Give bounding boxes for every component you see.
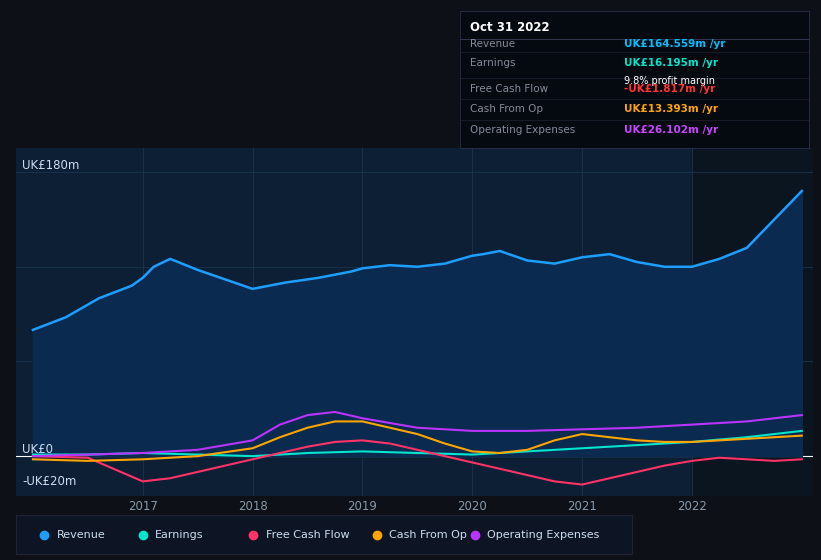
Text: 2018: 2018 — [238, 500, 268, 512]
Text: Oct 31 2022: Oct 31 2022 — [470, 21, 550, 34]
Text: UK£180m: UK£180m — [22, 159, 80, 172]
Text: UK£26.102m /yr: UK£26.102m /yr — [624, 125, 718, 135]
Text: UK£13.393m /yr: UK£13.393m /yr — [624, 105, 718, 114]
Text: UK£164.559m /yr: UK£164.559m /yr — [624, 39, 725, 49]
Text: Free Cash Flow: Free Cash Flow — [470, 84, 548, 94]
Text: -UK£20m: -UK£20m — [22, 475, 76, 488]
Text: Operating Expenses: Operating Expenses — [470, 125, 576, 135]
Text: 9.8% profit margin: 9.8% profit margin — [624, 76, 715, 86]
Text: Operating Expenses: Operating Expenses — [488, 530, 600, 540]
Bar — [692, 148, 813, 496]
Text: Earnings: Earnings — [470, 58, 516, 68]
Text: 2017: 2017 — [128, 500, 158, 512]
Text: 2020: 2020 — [457, 500, 487, 512]
Text: 2019: 2019 — [347, 500, 378, 512]
Text: UK£0: UK£0 — [22, 443, 53, 456]
Text: Earnings: Earnings — [155, 530, 204, 540]
Text: Revenue: Revenue — [470, 39, 516, 49]
Text: -UK£1.817m /yr: -UK£1.817m /yr — [624, 84, 715, 94]
Text: UK£16.195m /yr: UK£16.195m /yr — [624, 58, 718, 68]
Text: Free Cash Flow: Free Cash Flow — [266, 530, 350, 540]
Text: 2022: 2022 — [677, 500, 707, 512]
Text: 2021: 2021 — [567, 500, 597, 512]
Text: Cash From Op: Cash From Op — [470, 105, 544, 114]
Text: Cash From Op: Cash From Op — [389, 530, 467, 540]
Text: Revenue: Revenue — [57, 530, 105, 540]
